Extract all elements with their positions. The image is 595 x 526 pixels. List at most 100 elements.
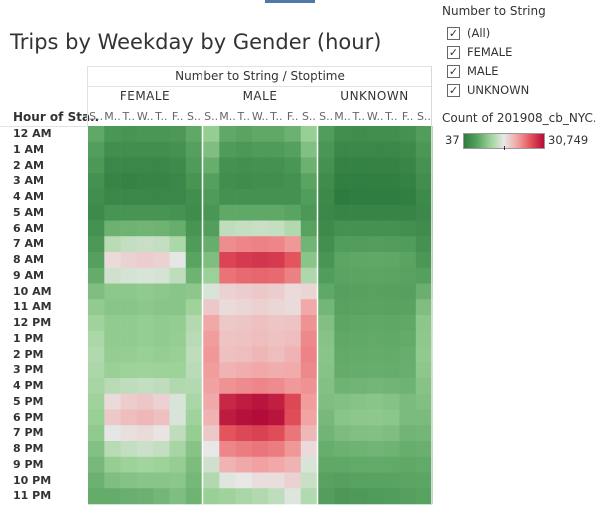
filter-item-female[interactable]: ✓ FEMALE — [447, 45, 512, 59]
heatmap-cell — [366, 157, 384, 174]
heatmap-cell — [399, 346, 417, 363]
heatmap-cell — [300, 330, 318, 347]
heatmap-cell — [318, 488, 335, 505]
heatmap-cell — [350, 362, 368, 379]
heatmap-cell — [350, 267, 368, 284]
filter-item-all[interactable]: ✓ (All) — [447, 26, 490, 40]
heatmap-cell — [203, 488, 220, 505]
heatmap-cell — [185, 488, 203, 505]
heatmap-cell — [169, 441, 187, 458]
heatmap-cell — [268, 472, 285, 489]
heatmap-cell — [185, 157, 203, 174]
weekday-label: T.. — [237, 110, 250, 123]
heatmap-cell — [235, 267, 253, 284]
heatmap-cell — [136, 283, 154, 300]
weekday-label: S.. — [319, 110, 334, 123]
heatmap-cell — [88, 441, 105, 458]
heatmap-cell — [88, 299, 105, 316]
heatmap-cell — [251, 126, 269, 143]
checkbox-icon[interactable]: ✓ — [447, 26, 460, 40]
heatmap-cell — [300, 378, 318, 395]
heatmap-cell — [300, 315, 318, 332]
heatmap-cell — [415, 173, 433, 190]
heatmap-cell — [136, 299, 154, 316]
heatmap-cell — [399, 157, 417, 174]
heatmap-cell — [268, 299, 285, 316]
color-legend-max: 30,749 — [548, 133, 589, 147]
heatmap-cell — [120, 189, 138, 206]
heatmap-cell — [104, 409, 121, 426]
heatmap-cell — [104, 173, 121, 190]
heatmap-cell — [300, 441, 318, 458]
heatmap-cell — [399, 236, 417, 253]
heatmap-cell — [88, 425, 105, 442]
heatmap-cell — [268, 157, 285, 174]
heatmap-cell — [219, 267, 236, 284]
filter-item-label: MALE — [467, 64, 499, 78]
heatmap-cell — [235, 189, 253, 206]
heatmap-cell — [399, 472, 417, 489]
heatmap-cell — [185, 126, 203, 143]
hour-label: 8 AM — [13, 253, 44, 266]
heatmap-cell — [153, 283, 170, 300]
heatmap-cell — [169, 488, 187, 505]
heatmap-cell — [104, 425, 121, 442]
checkbox-icon[interactable]: ✓ — [447, 64, 460, 78]
heatmap-cell — [399, 362, 417, 379]
heatmap-cell — [203, 283, 220, 300]
heatmap-cell — [235, 283, 253, 300]
heatmap-cell — [366, 189, 384, 206]
heatmap-cell — [120, 315, 138, 332]
heatmap-cell — [185, 141, 203, 158]
gender-header-male: MALE — [242, 89, 278, 103]
heatmap-cell — [120, 425, 138, 442]
heatmap-cell — [169, 283, 187, 300]
heatmap-cell — [415, 220, 433, 237]
heatmap-cell — [251, 236, 269, 253]
heatmap-cell — [120, 252, 138, 269]
heatmap-cell — [185, 362, 203, 379]
heatmap-cell — [268, 441, 285, 458]
heatmap-cell — [219, 393, 236, 410]
heatmap-cell — [350, 299, 368, 316]
filter-item-male[interactable]: ✓ MALE — [447, 64, 498, 78]
heatmap-cell — [169, 141, 187, 158]
heatmap-cell — [300, 252, 318, 269]
heatmap-cell — [185, 283, 203, 300]
heatmap-cell — [185, 393, 203, 410]
heatmap-cell — [350, 141, 368, 158]
heatmap-cell — [153, 362, 170, 379]
checkbox-icon[interactable]: ✓ — [447, 83, 460, 97]
heatmap-cell — [88, 378, 105, 395]
heatmap-cell — [334, 393, 351, 410]
heatmap-cell — [415, 456, 433, 473]
heatmap-cell — [300, 204, 318, 221]
heatmap-cell — [366, 488, 384, 505]
heatmap-cell — [383, 189, 400, 206]
heatmap-cell — [185, 409, 203, 426]
heatmap-cell — [334, 472, 351, 489]
heatmap-cell — [350, 441, 368, 458]
heatmap-cell — [185, 189, 203, 206]
heatmap-cell — [268, 409, 285, 426]
checkbox-icon[interactable]: ✓ — [447, 45, 460, 59]
heatmap-cell — [153, 173, 170, 190]
heatmap-cell — [415, 330, 433, 347]
heatmap-cell — [366, 441, 384, 458]
filter-item-unknown[interactable]: ✓ UNKNOWN — [447, 83, 529, 97]
heatmap-cell — [334, 141, 351, 158]
heatmap-cell — [219, 283, 236, 300]
heatmap-cell — [169, 236, 187, 253]
heatmap-cell — [203, 425, 220, 442]
heatmap-cell — [251, 425, 269, 442]
heatmap-cell — [334, 346, 351, 363]
weekday-label: M.. — [104, 110, 121, 123]
heatmap-cell — [104, 472, 121, 489]
heatmap-cell — [415, 393, 433, 410]
heatmap-cell — [334, 299, 351, 316]
heatmap-cell — [383, 346, 400, 363]
heatmap-cell — [415, 488, 433, 505]
heatmap-cell — [415, 441, 433, 458]
weekday-label: T.. — [385, 110, 398, 123]
heatmap-cell — [169, 299, 187, 316]
